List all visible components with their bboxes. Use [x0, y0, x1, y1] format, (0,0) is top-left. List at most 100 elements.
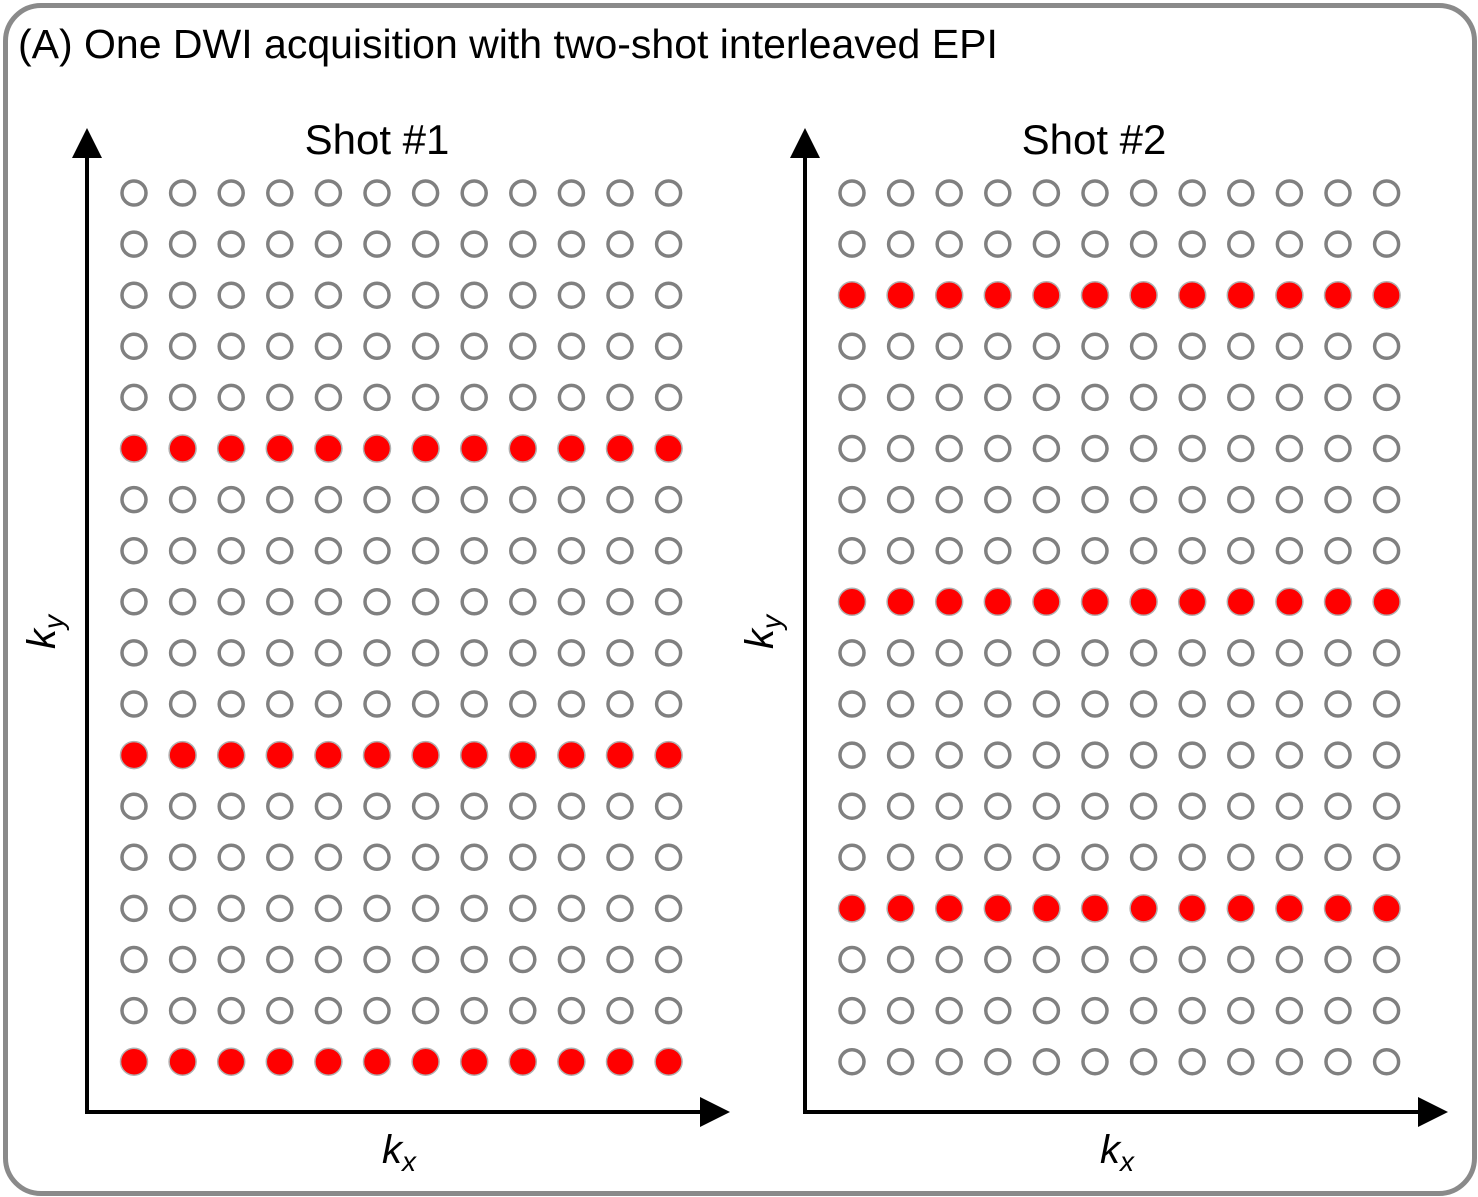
unsampled-kspace-point: [606, 792, 634, 820]
sampled-kspace-point: [508, 1047, 538, 1076]
unsampled-kspace-point: [984, 639, 1012, 667]
unsampled-kspace-point: [886, 179, 915, 207]
sampled-kspace-point: [216, 434, 246, 463]
unsampled-kspace-point: [1081, 741, 1109, 769]
unsampled-kspace-point: [266, 588, 294, 616]
unsampled-kspace-point: [411, 588, 440, 616]
unsampled-kspace-point: [1324, 536, 1352, 565]
unsampled-kspace-point: [509, 383, 537, 412]
ky-axis-label: ky: [738, 613, 787, 649]
unsampled-kspace-point: [838, 1047, 866, 1076]
unsampled-kspace-point: [1032, 485, 1061, 514]
unsampled-kspace-point: [266, 843, 294, 872]
unsampled-kspace-point: [363, 536, 391, 565]
kx-axis-label: kx: [382, 1128, 417, 1177]
unsampled-kspace-point: [1324, 639, 1352, 667]
unsampled-kspace-point: [1372, 792, 1401, 820]
unsampled-kspace-point: [838, 996, 866, 1025]
unsampled-kspace-point: [984, 485, 1012, 514]
unsampled-kspace-point: [1032, 843, 1061, 872]
sampled-kspace-point: [168, 1047, 197, 1076]
unsampled-kspace-point: [168, 945, 197, 974]
unsampled-kspace-point: [1178, 690, 1206, 718]
unsampled-kspace-point: [1032, 179, 1061, 207]
sampled-kspace-point: [459, 434, 489, 463]
unsampled-kspace-point: [1275, 434, 1304, 463]
unsampled-kspace-point: [886, 332, 915, 361]
unsampled-kspace-point: [1372, 434, 1401, 463]
unsampled-kspace-point: [1129, 383, 1158, 412]
unsampled-kspace-point: [838, 536, 866, 565]
unsampled-kspace-point: [1227, 843, 1255, 872]
unsampled-kspace-point: [168, 179, 197, 207]
unsampled-kspace-point: [838, 230, 866, 258]
unsampled-kspace-point: [1032, 639, 1061, 667]
unsampled-kspace-point: [606, 588, 634, 616]
sampled-kspace-point: [508, 434, 538, 463]
unsampled-kspace-point: [363, 996, 391, 1025]
unsampled-kspace-point: [1227, 179, 1255, 207]
unsampled-kspace-point: [314, 179, 343, 207]
unsampled-kspace-point: [1324, 996, 1352, 1025]
unsampled-kspace-point: [411, 639, 440, 667]
unsampled-kspace-point: [1129, 690, 1158, 718]
unsampled-kspace-point: [557, 332, 586, 361]
unsampled-kspace-point: [1324, 843, 1352, 872]
unsampled-kspace-point: [509, 996, 537, 1025]
unsampled-kspace-point: [120, 894, 148, 923]
unsampled-kspace-point: [838, 792, 866, 820]
unsampled-kspace-point: [886, 741, 915, 769]
unsampled-kspace-point: [606, 843, 634, 872]
sampled-kspace-point: [1323, 587, 1353, 617]
unsampled-kspace-point: [1275, 741, 1304, 769]
unsampled-kspace-point: [1178, 230, 1206, 258]
unsampled-kspace-point: [1275, 945, 1304, 974]
unsampled-kspace-point: [557, 485, 586, 514]
sampled-kspace-point: [1226, 587, 1256, 617]
panel-shot-2: Shot #2 kx ky: [738, 116, 1448, 1177]
unsampled-kspace-point: [1178, 383, 1206, 412]
unsampled-kspace-point: [217, 179, 245, 207]
unsampled-kspace-point: [460, 179, 488, 207]
unsampled-kspace-point: [606, 485, 634, 514]
unsampled-kspace-point: [411, 894, 440, 923]
sampled-kspace-point: [508, 740, 538, 770]
unsampled-kspace-point: [411, 383, 440, 412]
unsampled-kspace-point: [1324, 434, 1352, 463]
unsampled-kspace-point: [509, 588, 537, 616]
sampled-kspace-point: [886, 894, 915, 923]
unsampled-kspace-point: [1324, 1047, 1352, 1076]
unsampled-kspace-point: [557, 383, 586, 412]
unsampled-kspace-point: [509, 843, 537, 872]
sampled-kspace-point: [654, 740, 683, 770]
unsampled-kspace-point: [1032, 434, 1061, 463]
unsampled-kspace-point: [1129, 332, 1158, 361]
unsampled-kspace-point: [1324, 690, 1352, 718]
unsampled-kspace-point: [654, 536, 683, 565]
sampled-kspace-point: [1372, 280, 1401, 310]
unsampled-kspace-point: [509, 894, 537, 923]
unsampled-kspace-point: [217, 383, 245, 412]
unsampled-kspace-point: [1081, 996, 1109, 1025]
unsampled-kspace-point: [168, 690, 197, 718]
unsampled-kspace-point: [120, 485, 148, 514]
unsampled-kspace-point: [411, 332, 440, 361]
sampled-kspace-point: [934, 280, 964, 310]
unsampled-kspace-point: [363, 588, 391, 616]
unsampled-kspace-point: [838, 843, 866, 872]
unsampled-kspace-point: [217, 588, 245, 616]
sampled-kspace-point: [362, 434, 392, 463]
unsampled-kspace-point: [1032, 332, 1061, 361]
unsampled-kspace-point: [1129, 434, 1158, 463]
sampled-kspace-point: [1275, 587, 1304, 617]
unsampled-kspace-point: [460, 792, 488, 820]
unsampled-kspace-point: [411, 536, 440, 565]
sampled-kspace-point: [459, 740, 489, 770]
sampled-kspace-point: [983, 894, 1013, 923]
unsampled-kspace-point: [606, 894, 634, 923]
unsampled-kspace-point: [557, 179, 586, 207]
unsampled-kspace-point: [935, 332, 963, 361]
unsampled-kspace-point: [168, 485, 197, 514]
unsampled-kspace-point: [120, 996, 148, 1025]
panel-title: Shot #1: [305, 116, 450, 163]
